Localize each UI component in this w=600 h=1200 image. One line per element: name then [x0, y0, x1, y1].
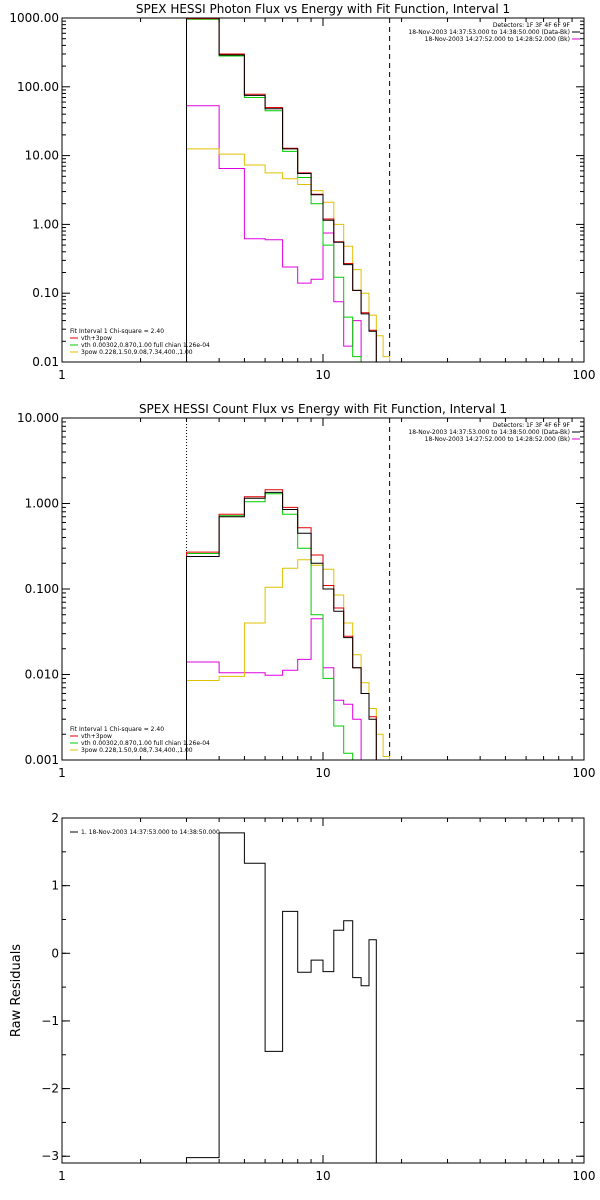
raw-residuals-chart: Raw Residuals 1 10 100 −3 −2 −1 0 1 2 1. 18-Nov-20…: [9, 811, 595, 1183]
series-data-bk: [186, 491, 377, 760]
series-vth: [186, 18, 362, 362]
y-tick-label: 0.001: [25, 753, 59, 767]
legend-entry: 3pow 0.228,1.50,9.08,7.34,400.,1.00: [81, 349, 193, 356]
legend-entry: vth 0.00302,0.870,1.00 full chian 1.26e-…: [81, 740, 210, 747]
x-tick-label: 1: [58, 368, 66, 382]
legend-entry: vth+3pow: [81, 335, 112, 342]
chart-title: SPEX HESSI Count Flux vs Energy with Fit…: [139, 402, 507, 416]
y-tick-label: 1.000: [25, 497, 59, 511]
header-line: 18-Nov-2003 14:27:52.000 to 14:28:52.000…: [425, 36, 570, 43]
series-bk: [186, 105, 362, 362]
x-tick-label: 10: [315, 1169, 330, 1183]
x-tick-label: 10: [315, 766, 330, 780]
legend-entry: vth 0.00302,0.870,1.00 full chian 1.26e-…: [81, 342, 210, 349]
header-line: 18-Nov-2003 14:37:53.000 to 14:38:50.000…: [408, 29, 570, 36]
y-tick-label: 0.010: [25, 668, 59, 682]
y-tick-label: 0: [51, 946, 59, 960]
y-tick-label: −3: [41, 1149, 59, 1163]
series-vth: [186, 493, 354, 760]
y-tick-label: −1: [41, 1014, 59, 1028]
y-tick-label: 0.10: [32, 286, 59, 300]
x-tick-label: 10: [315, 368, 330, 382]
series-residual: [186, 832, 377, 1163]
y-tick-label: 1.00: [32, 217, 59, 231]
legend-entry: Fit Interval 1 Chi-square = 2.40: [70, 328, 164, 335]
photon-flux-chart: SPEX HESSI Photon Flux vs Energy with Fi…: [9, 2, 595, 382]
series-vth-3pow: [186, 489, 377, 760]
series-3pow: [186, 148, 402, 362]
plot-area: [186, 18, 402, 362]
y-tick-label: 10.00: [25, 149, 59, 163]
y-axis-label: Raw Residuals: [9, 944, 24, 1037]
x-tick-label: 100: [573, 766, 596, 780]
y-tick-label: 1: [51, 879, 59, 893]
plot-frame: [61, 17, 585, 363]
header-line: Detectors: 1F 3F 4F 6F 9F: [493, 422, 571, 429]
series-data-bk: [186, 18, 377, 362]
plot-area: [186, 489, 402, 760]
x-tick-label: 100: [573, 368, 596, 382]
legend-entry: 3pow 0.228,1.50,9.08,7.34,400.,1.00: [81, 747, 193, 754]
y-tick-label: 2: [51, 811, 59, 825]
x-tick-label: 1: [58, 766, 66, 780]
y-tick-label: 10.000: [17, 411, 59, 425]
plot-area: [186, 832, 377, 1163]
y-tick-label: −2: [41, 1082, 59, 1096]
y-tick-label: 0.100: [25, 582, 59, 596]
y-tick-label: 0.01: [32, 355, 59, 369]
header-line: 18-Nov-2003 14:37:53.000 to 14:38:50.000…: [408, 429, 570, 436]
legend-entry: 1. 18-Nov-2003 14:37:53.000 to 14:38:50.…: [81, 829, 220, 836]
series-3pow: [186, 559, 402, 760]
y-tick-label: 1000.00: [9, 11, 59, 25]
header-line: Detectors: 1F 3F 4F 6F 9F: [493, 22, 571, 29]
legend-entry: Fit Interval 1 Chi-square = 2.40: [70, 726, 164, 733]
legend-entry: vth+3pow: [81, 733, 112, 740]
chart-title: SPEX HESSI Photon Flux vs Energy with Fi…: [136, 2, 510, 16]
count-flux-chart: SPEX HESSI Count Flux vs Energy with Fit…: [17, 402, 595, 780]
header-line: 18-Nov-2003 14:27:52.000 to 14:28:52.000…: [425, 436, 570, 443]
x-tick-label: 100: [573, 1169, 596, 1183]
series-vth-3pow: [186, 18, 377, 362]
series-bk: [186, 618, 362, 760]
plot-frame: [61, 817, 585, 1164]
y-tick-label: 100.00: [17, 80, 59, 94]
x-tick-label: 1: [58, 1169, 66, 1183]
